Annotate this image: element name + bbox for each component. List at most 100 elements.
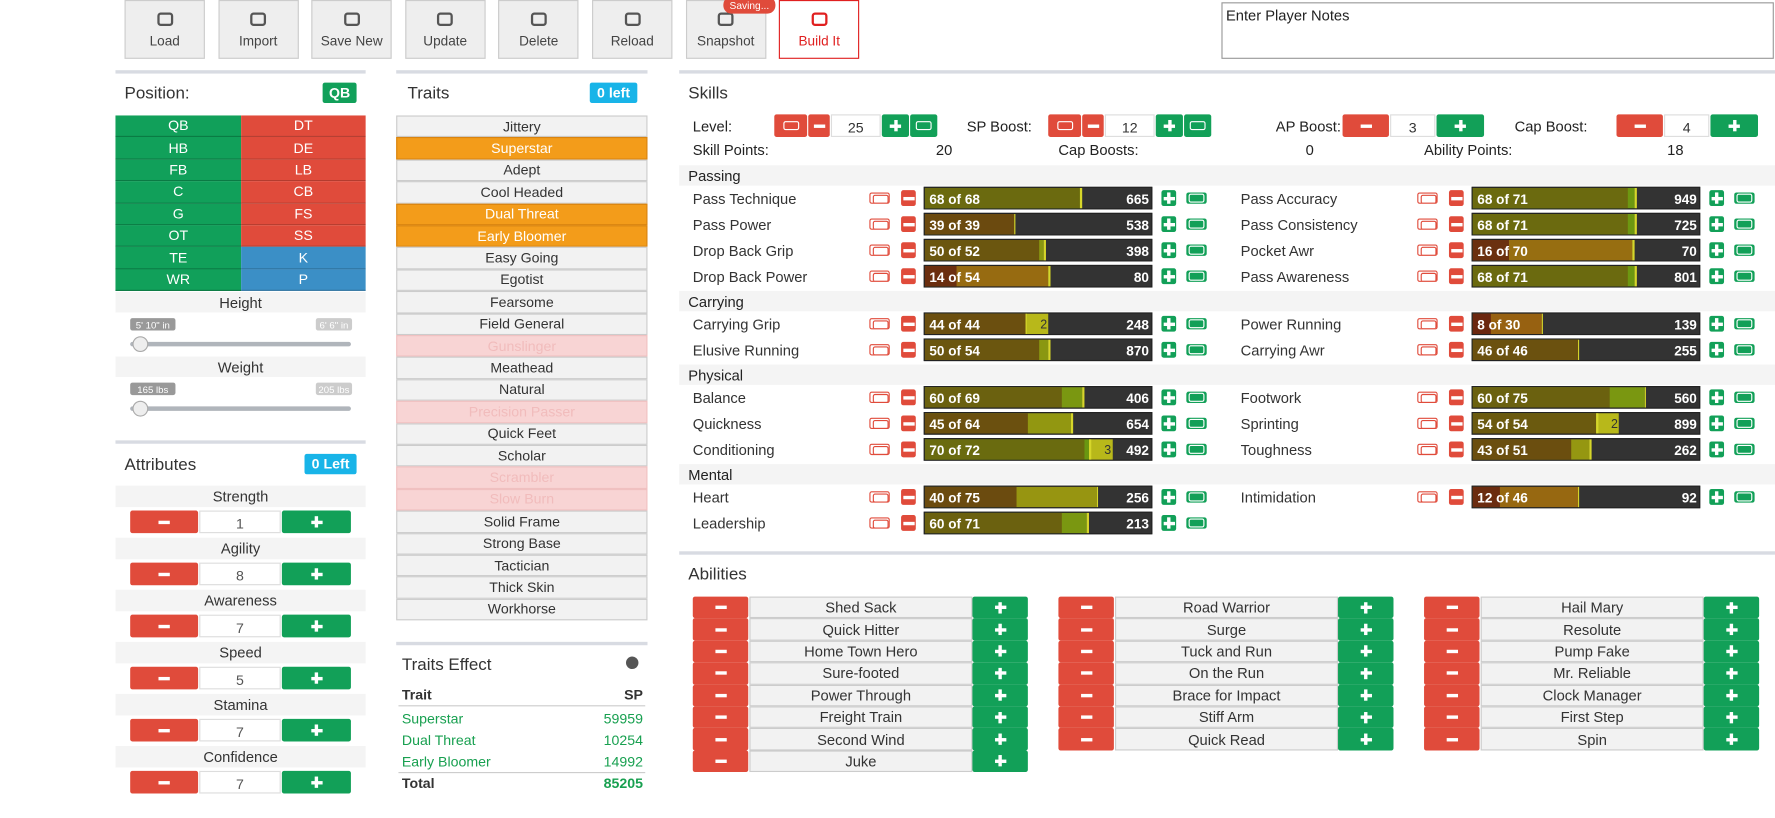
position-button[interactable]: OT xyxy=(115,225,242,248)
minus-button[interactable] xyxy=(901,441,916,458)
ability-name[interactable]: Stiff Arm xyxy=(1115,706,1339,729)
ability-name[interactable]: Quick Read xyxy=(1115,728,1339,751)
minus-button[interactable] xyxy=(901,268,916,285)
battery-button[interactable] xyxy=(1734,417,1755,430)
battery-button[interactable] xyxy=(1417,417,1438,430)
plus-button[interactable] xyxy=(972,728,1028,751)
battery-button[interactable] xyxy=(1186,517,1207,529)
plus-button[interactable] xyxy=(1161,190,1177,207)
minus-button[interactable] xyxy=(130,718,199,742)
battery-button[interactable] xyxy=(1734,218,1755,230)
plus-button[interactable] xyxy=(1703,618,1760,641)
minus-button[interactable] xyxy=(1448,242,1464,259)
plus-button[interactable] xyxy=(1338,662,1394,685)
plus-button[interactable] xyxy=(1709,341,1725,358)
position-button[interactable]: G xyxy=(115,203,242,226)
ability-name[interactable]: Juke xyxy=(749,750,973,773)
battery-button[interactable] xyxy=(1417,270,1438,282)
position-button[interactable]: QB xyxy=(115,115,242,138)
position-button[interactable]: DE xyxy=(241,137,366,160)
plus-button[interactable] xyxy=(972,662,1028,685)
plus-button[interactable] xyxy=(1703,706,1760,729)
position-button[interactable]: FS xyxy=(241,203,366,226)
ability-name[interactable]: Freight Train xyxy=(749,706,973,729)
minus-button[interactable] xyxy=(901,190,916,207)
trait-button[interactable]: Easy Going xyxy=(396,247,648,270)
trait-button[interactable]: Superstar xyxy=(396,137,648,160)
battery-button[interactable] xyxy=(1417,218,1438,230)
battery-button[interactable] xyxy=(1417,391,1438,403)
plus-button[interactable] xyxy=(1709,190,1725,207)
trait-button[interactable]: Dual Threat xyxy=(396,203,648,226)
plus-button[interactable] xyxy=(972,706,1028,729)
battery-button[interactable] xyxy=(1186,417,1207,430)
trait-button[interactable]: Egotist xyxy=(396,269,648,292)
plus-button[interactable] xyxy=(1436,114,1485,137)
plus-button[interactable] xyxy=(1338,596,1394,619)
trait-button[interactable]: Strong Base xyxy=(396,532,648,555)
battery-button[interactable] xyxy=(1186,270,1207,282)
minus-button[interactable] xyxy=(692,596,749,619)
position-button[interactable]: HB xyxy=(115,137,242,160)
minus-button[interactable] xyxy=(1058,706,1114,729)
ability-name[interactable]: First Step xyxy=(1480,706,1704,729)
battery-button[interactable] xyxy=(1734,192,1755,204)
slider-handle[interactable] xyxy=(132,400,149,417)
plus-button[interactable] xyxy=(1703,640,1760,663)
position-button[interactable]: CB xyxy=(241,181,366,204)
minus-button[interactable] xyxy=(1448,190,1464,207)
plus-button[interactable] xyxy=(1703,596,1760,619)
battery-button[interactable] xyxy=(1734,391,1755,403)
position-button[interactable]: K xyxy=(241,247,366,270)
plus-button[interactable] xyxy=(281,666,351,690)
plus-button[interactable] xyxy=(1709,415,1725,432)
battery-button[interactable] xyxy=(1184,114,1212,137)
plus-button[interactable] xyxy=(1709,315,1725,332)
plus-button[interactable] xyxy=(1709,242,1725,259)
plus-button[interactable] xyxy=(1161,216,1177,233)
trait-button[interactable]: Quick Feet xyxy=(396,422,648,445)
ability-name[interactable]: Sure-footed xyxy=(749,662,973,685)
plus-button[interactable] xyxy=(1338,684,1394,707)
minus-button[interactable] xyxy=(1448,315,1464,332)
battery-button[interactable] xyxy=(1734,491,1755,503)
battery-button[interactable] xyxy=(1186,491,1207,503)
trait-button[interactable]: Field General xyxy=(396,313,648,336)
slider-handle[interactable] xyxy=(132,336,149,353)
minus-button[interactable] xyxy=(1058,662,1114,685)
plus-button[interactable] xyxy=(1161,341,1177,358)
toolbar-button[interactable]: Import xyxy=(218,0,299,59)
trait-button[interactable]: Workhorse xyxy=(396,598,648,621)
trait-button[interactable]: Meathead xyxy=(396,357,648,379)
plus-button[interactable] xyxy=(1709,489,1725,505)
battery-button[interactable] xyxy=(1186,391,1207,403)
plus-button[interactable] xyxy=(972,684,1028,707)
minus-button[interactable] xyxy=(1616,114,1663,137)
plus-button[interactable] xyxy=(281,614,351,638)
toolbar-button[interactable]: Build It xyxy=(779,0,860,59)
plus-button[interactable] xyxy=(972,750,1028,773)
plus-button[interactable] xyxy=(1161,315,1177,332)
battery-button[interactable] xyxy=(774,114,808,137)
plus-button[interactable] xyxy=(1161,489,1177,505)
minus-button[interactable] xyxy=(130,510,199,534)
ability-name[interactable]: On the Run xyxy=(1115,662,1339,685)
toolbar-button[interactable]: Save New xyxy=(311,0,392,59)
toolbar-button[interactable]: Load xyxy=(124,0,205,59)
minus-button[interactable] xyxy=(692,706,749,729)
trait-button[interactable]: Early Bloomer xyxy=(396,225,648,248)
trait-button[interactable]: Thick Skin xyxy=(396,576,648,599)
battery-button[interactable] xyxy=(869,318,890,330)
battery-button[interactable] xyxy=(1186,443,1207,456)
minus-button[interactable] xyxy=(1424,596,1480,619)
battery-button[interactable] xyxy=(869,344,890,356)
toolbar-button[interactable]: Delete xyxy=(498,0,579,59)
minus-button[interactable] xyxy=(130,614,199,638)
battery-button[interactable] xyxy=(869,517,890,529)
position-button[interactable]: SS xyxy=(241,225,366,248)
battery-button[interactable] xyxy=(1186,244,1207,256)
battery-button[interactable] xyxy=(1186,192,1207,204)
plus-button[interactable] xyxy=(1338,706,1394,729)
minus-button[interactable] xyxy=(692,640,749,663)
ability-name[interactable]: Surge xyxy=(1115,618,1339,641)
